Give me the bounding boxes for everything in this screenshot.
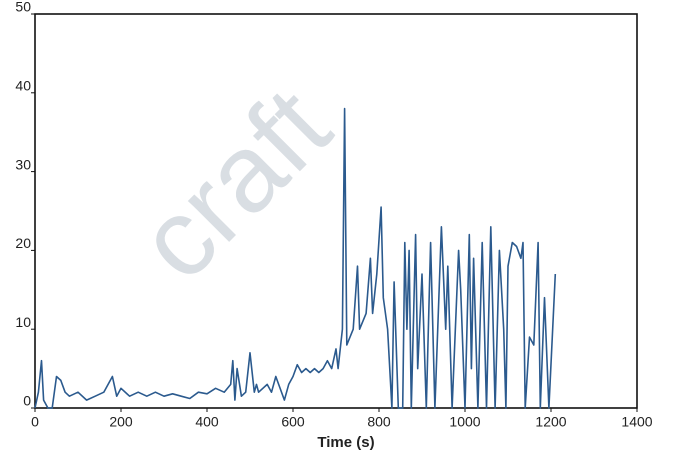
x-axis-label: Time (s) xyxy=(317,434,374,451)
y-tick-label: 30 xyxy=(15,156,31,172)
x-tick-label: 200 xyxy=(109,414,133,430)
x-tick-label: 600 xyxy=(281,414,305,430)
x-tick-label: 0 xyxy=(31,414,39,430)
y-tick-label: 50 xyxy=(15,0,31,15)
watermark: craft xyxy=(115,65,353,303)
y-tick-label: 0 xyxy=(23,393,31,409)
x-tick-label: 800 xyxy=(367,414,391,430)
y-tick-label: 10 xyxy=(15,314,31,330)
data-line xyxy=(34,107,557,409)
plot-frame xyxy=(34,13,638,409)
x-tick-label: 1200 xyxy=(535,414,566,430)
x-tick-label: 1400 xyxy=(621,414,652,430)
x-tick-label: 400 xyxy=(195,414,219,430)
x-tick-label: 1000 xyxy=(449,414,480,430)
y-tick-label: 20 xyxy=(15,235,31,251)
y-tick-label: 40 xyxy=(15,78,31,94)
